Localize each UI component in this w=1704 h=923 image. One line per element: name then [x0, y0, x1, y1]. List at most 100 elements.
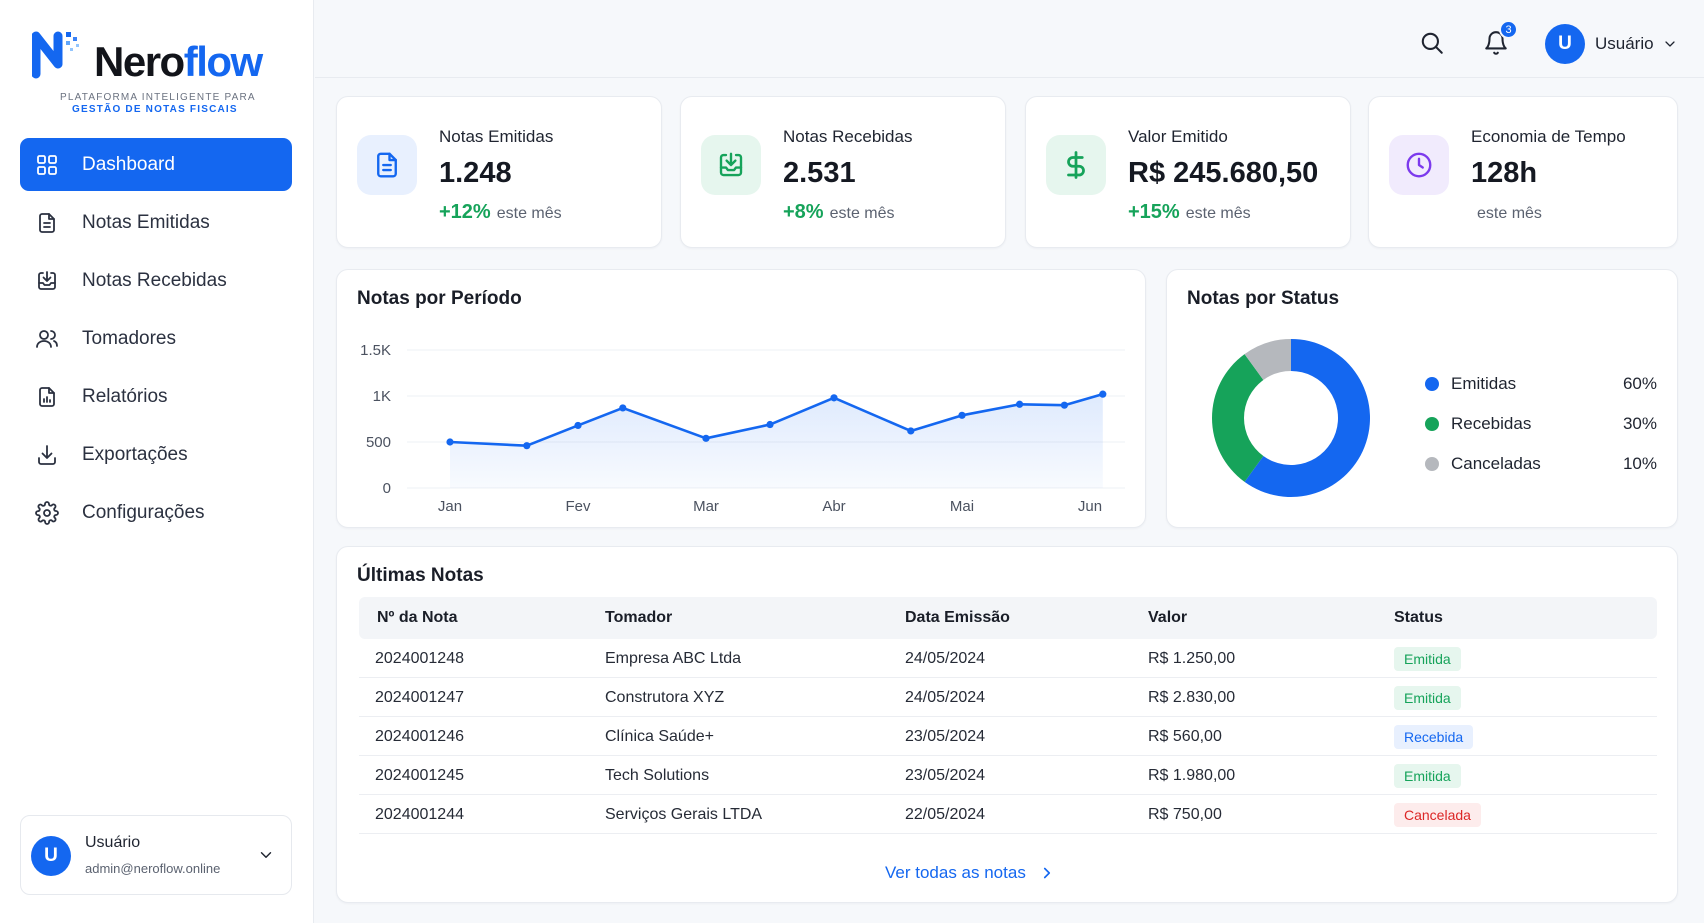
status-badge: Emitida: [1394, 764, 1461, 788]
donut-slice-recebidas[interactable]: [1212, 354, 1264, 482]
data-point[interactable]: [619, 404, 627, 412]
cell-data: 23/05/2024: [905, 728, 986, 745]
search-icon[interactable]: [1419, 30, 1445, 56]
sidebar-item-label: Relatórios: [82, 385, 168, 407]
data-point[interactable]: [1060, 401, 1068, 409]
brand-tagline: PLATAFORMA INTELIGENTE PARA: [60, 92, 256, 103]
sidebar-nav: Dashboard Notas Emitidas Notas Recebidas…: [20, 138, 292, 544]
legend-dot: [1425, 457, 1439, 471]
column-header-valor[interactable]: Valor: [1148, 609, 1188, 626]
latest-notes-card: Últimas Notas Nº da Nota Tomador Data Em…: [336, 546, 1678, 903]
stat-value: 2.531: [783, 157, 856, 189]
cell-data: 24/05/2024: [905, 689, 986, 706]
stat-label: Economia de Tempo: [1471, 127, 1626, 146]
data-point[interactable]: [830, 394, 838, 402]
y-tick-label: 1.5K: [360, 342, 391, 359]
brand-logo[interactable]: Neroflow PLATAFORMA INTELIGENTE PARA GES…: [32, 28, 272, 118]
user-name: Usuário: [85, 834, 141, 851]
sidebar-item-label: Notas Emitidas: [82, 211, 210, 233]
x-tick-label: Mar: [693, 498, 719, 515]
donut-slice-canceladas[interactable]: [1244, 339, 1291, 380]
legend-item-canceladas: Canceladas 10%: [1425, 444, 1657, 484]
table-row[interactable]: 2024001247 Construtora XYZ 24/05/2024 R$ 2.…: [359, 678, 1657, 717]
data-point[interactable]: [958, 411, 966, 419]
table-row[interactable]: 2024001244 Serviços Gerais LTDA 22/05/2024…: [359, 795, 1657, 834]
legend-dot: [1425, 417, 1439, 431]
data-point[interactable]: [446, 438, 454, 446]
data-point[interactable]: [1016, 400, 1024, 408]
inbox-download-icon: [701, 135, 761, 195]
users-icon: [34, 326, 60, 352]
status-badge: Recebida: [1394, 725, 1474, 749]
cell-valor: R$ 1.980,00: [1148, 767, 1236, 784]
data-point[interactable]: [907, 427, 915, 435]
x-tick-label: Jun: [1078, 498, 1102, 515]
cell-valor: R$ 1.250,00: [1148, 650, 1236, 667]
sidebar-item-tomadores[interactable]: Tomadores: [20, 312, 292, 365]
gear-icon: [34, 500, 60, 526]
sidebar-item-label: Configurações: [82, 501, 205, 523]
stat-label: Valor Emitido: [1128, 127, 1228, 146]
column-header-numero[interactable]: Nº da Nota: [377, 609, 458, 626]
view-all-link[interactable]: Ver todas as notas: [885, 863, 1056, 883]
topbar: 3 U Usuário: [315, 0, 1704, 78]
stat-trend: +12% este mês: [439, 201, 562, 223]
data-point[interactable]: [1099, 390, 1107, 398]
report-icon: [34, 384, 60, 410]
stat-trend: +8% este mês: [783, 201, 895, 223]
column-header-data[interactable]: Data Emissão: [905, 609, 1010, 626]
stat-card-notas-recebidas: Notas Recebidas 2.531 +8% este mês: [680, 96, 1006, 248]
user-menu[interactable]: U Usuário: [1545, 24, 1678, 64]
cell-numero: 2024001247: [375, 689, 464, 706]
export-icon: [34, 442, 60, 468]
chart-title: Notas por Status: [1187, 288, 1340, 309]
sidebar-item-label: Dashboard: [82, 153, 175, 175]
stat-card-valor-emitido: Valor Emitido R$ 245.680,50 +15% este mês: [1025, 96, 1351, 248]
table-row[interactable]: 2024001245 Tech Solutions 23/05/2024 R$ 1.9…: [359, 756, 1657, 795]
cell-tomador: Clínica Saúde+: [605, 728, 714, 745]
table-row[interactable]: 2024001248 Empresa ABC Ltda 24/05/2024 R$ 1…: [359, 639, 1657, 678]
cell-numero: 2024001244: [375, 806, 464, 823]
y-tick-label: 500: [366, 434, 391, 451]
sidebar-item-exportacoes[interactable]: Exportações: [20, 428, 292, 481]
cell-numero: 2024001248: [375, 650, 464, 667]
y-tick-label: 0: [383, 480, 391, 497]
stat-label: Notas Emitidas: [439, 127, 554, 146]
stat-value: 128h: [1471, 157, 1538, 189]
sidebar-user-card[interactable]: U Usuário admin@neroflow.online: [20, 815, 292, 895]
document-icon: [34, 210, 60, 236]
table-header: Nº da Nota Tomador Data Emissão Valor St…: [359, 597, 1657, 639]
bell-icon[interactable]: [1483, 30, 1509, 56]
sidebar-item-label: Tomadores: [82, 327, 176, 349]
chevron-down-icon[interactable]: [257, 846, 275, 864]
data-point[interactable]: [523, 442, 531, 450]
sidebar-item-notas-recebidas[interactable]: Notas Recebidas: [20, 254, 292, 307]
data-point[interactable]: [766, 420, 774, 429]
column-header-tomador[interactable]: Tomador: [605, 609, 673, 626]
donut-slice-emitidas[interactable]: [1244, 339, 1370, 497]
sidebar-item-notas-emitidas[interactable]: Notas Emitidas: [20, 196, 292, 249]
neroflow-logo-icon: [32, 31, 79, 79]
sidebar-item-relatorios[interactable]: Relatórios: [20, 370, 292, 423]
column-header-status[interactable]: Status: [1394, 609, 1443, 626]
cell-data: 24/05/2024: [905, 650, 986, 667]
cell-tomador: Tech Solutions: [605, 767, 710, 784]
sidebar-item-dashboard[interactable]: Dashboard: [20, 138, 292, 191]
table-row[interactable]: 2024001246 Clínica Saúde+ 23/05/2024 R$ 560…: [359, 717, 1657, 756]
dollar-icon: [1046, 135, 1106, 195]
table-title: Últimas Notas: [357, 565, 484, 586]
cell-data: 22/05/2024: [905, 806, 986, 823]
x-tick-label: Abr: [822, 498, 845, 515]
cell-data: 23/05/2024: [905, 767, 986, 784]
data-point[interactable]: [574, 421, 582, 430]
sidebar-item-configuracoes[interactable]: Configurações: [20, 486, 292, 539]
chevron-right-icon: [1043, 867, 1050, 879]
series-area: [450, 394, 1103, 488]
status-badge: Cancelada: [1394, 803, 1481, 827]
cell-tomador: Empresa ABC Ltda: [605, 650, 742, 667]
sidebar-item-label: Exportações: [82, 443, 188, 465]
inbox-download-icon: [34, 268, 60, 294]
data-point[interactable]: [702, 434, 710, 442]
avatar: U: [31, 836, 71, 876]
brand-tagline-highlight: GESTÃO DE NOTAS FISCAIS: [72, 104, 238, 115]
